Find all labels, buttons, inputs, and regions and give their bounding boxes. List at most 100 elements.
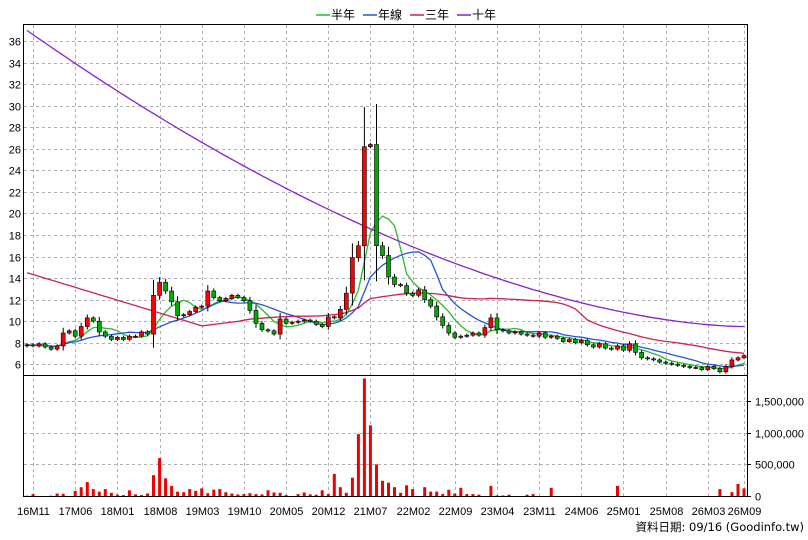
volume-bar xyxy=(549,487,553,496)
candle-down xyxy=(591,344,596,348)
volume-bar xyxy=(405,485,409,496)
candle-down xyxy=(241,297,247,302)
volume-bar xyxy=(742,488,746,496)
candle-up xyxy=(482,327,488,336)
candle-up xyxy=(36,343,42,347)
volume-bar xyxy=(320,490,324,496)
price-tick-label: 34 xyxy=(9,59,21,71)
candle-down xyxy=(121,336,126,340)
candle-up xyxy=(199,305,204,308)
candle-down xyxy=(681,364,687,367)
volume-bar xyxy=(236,494,240,496)
candle-up xyxy=(343,292,349,310)
candle-up xyxy=(536,332,542,337)
candle-down xyxy=(675,363,681,366)
volume-bar xyxy=(338,487,342,496)
volume-bar xyxy=(368,425,372,496)
volume-bar xyxy=(453,493,457,496)
candle-down xyxy=(97,320,102,333)
plot-frame xyxy=(23,24,748,497)
volume-bar xyxy=(501,495,505,496)
candle-up xyxy=(458,335,464,338)
candle-up xyxy=(578,340,584,344)
volume-bar xyxy=(140,495,143,496)
candle-down xyxy=(699,367,705,371)
candle-down xyxy=(163,282,168,292)
volume-bar xyxy=(344,492,348,496)
price-tick-label: 12 xyxy=(9,296,21,308)
candle-up xyxy=(78,326,84,337)
candle-down xyxy=(645,357,650,360)
volume-bar xyxy=(411,489,415,496)
candle-up xyxy=(193,306,198,312)
candle-down xyxy=(476,332,482,336)
volume-bar xyxy=(435,491,439,496)
time-tick-label: 18M08 xyxy=(144,506,178,518)
candle-up xyxy=(229,294,235,299)
time-tick-label: 22M09 xyxy=(439,506,473,518)
volume-bar xyxy=(495,495,499,496)
candle-down xyxy=(331,316,337,319)
time-tick-label: 25M01 xyxy=(607,506,641,518)
candlesticks xyxy=(24,104,747,374)
candle-down xyxy=(410,292,415,296)
price-tick-label: 24 xyxy=(9,166,21,178)
candle-up xyxy=(597,343,602,348)
candle-up xyxy=(139,331,144,337)
candle-down xyxy=(609,347,614,350)
candle-down xyxy=(639,352,644,359)
time-tick-label: 21M07 xyxy=(354,506,388,518)
volume-bar xyxy=(302,492,306,496)
price-tick-label: 20 xyxy=(9,209,21,221)
price-tick-label: 22 xyxy=(9,188,21,200)
time-tick-label: 19M10 xyxy=(228,506,262,518)
candle-down xyxy=(30,344,36,347)
candle-up xyxy=(295,320,301,323)
candle-up xyxy=(735,357,741,361)
volume-bar xyxy=(308,494,312,496)
time-tick-label: 23M11 xyxy=(523,506,556,518)
candle-up xyxy=(615,345,620,350)
candle-down xyxy=(717,368,723,373)
candle-up xyxy=(66,330,72,334)
volume-bar xyxy=(31,494,35,496)
volume-bar xyxy=(525,494,529,496)
volume-bar xyxy=(182,492,186,496)
time-tick-label: 17M06 xyxy=(59,506,93,518)
time-tick-label: 20M05 xyxy=(270,506,304,518)
volume-bar xyxy=(272,492,276,496)
volume-bar xyxy=(188,489,192,496)
volume-bar xyxy=(254,494,258,496)
volume-bar xyxy=(381,480,384,496)
volume-bar xyxy=(79,487,83,496)
candle-down xyxy=(530,334,536,337)
price-tick-label: 30 xyxy=(9,102,21,114)
candle-down xyxy=(307,319,313,322)
candle-down xyxy=(48,346,54,350)
volume-bar xyxy=(127,490,131,496)
volume-bar xyxy=(85,482,89,496)
candle-down xyxy=(428,299,434,307)
candle-up xyxy=(512,331,518,334)
candle-up xyxy=(54,345,60,350)
volume-bar xyxy=(158,458,162,496)
ma-line-three-year xyxy=(26,272,745,354)
candle-down xyxy=(259,322,265,331)
volume-bar xyxy=(164,478,168,496)
candle-down xyxy=(380,245,385,256)
volume-bar xyxy=(441,494,445,496)
candle-down xyxy=(542,332,548,338)
volume-bar xyxy=(97,491,101,496)
volume-bar xyxy=(176,491,180,496)
candle-down xyxy=(584,340,590,346)
legend-label: 十年 xyxy=(472,8,496,22)
price-tick-label: 36 xyxy=(9,37,21,49)
time-tick-label: 22M02 xyxy=(397,506,431,518)
volume-bar xyxy=(152,475,155,496)
legend-item-three-year: 三年 xyxy=(410,8,449,22)
volume-bar xyxy=(459,487,463,496)
volume-bar xyxy=(362,378,366,496)
candle-down xyxy=(211,290,217,298)
volume-bar xyxy=(73,490,77,496)
candle-up xyxy=(368,144,373,148)
